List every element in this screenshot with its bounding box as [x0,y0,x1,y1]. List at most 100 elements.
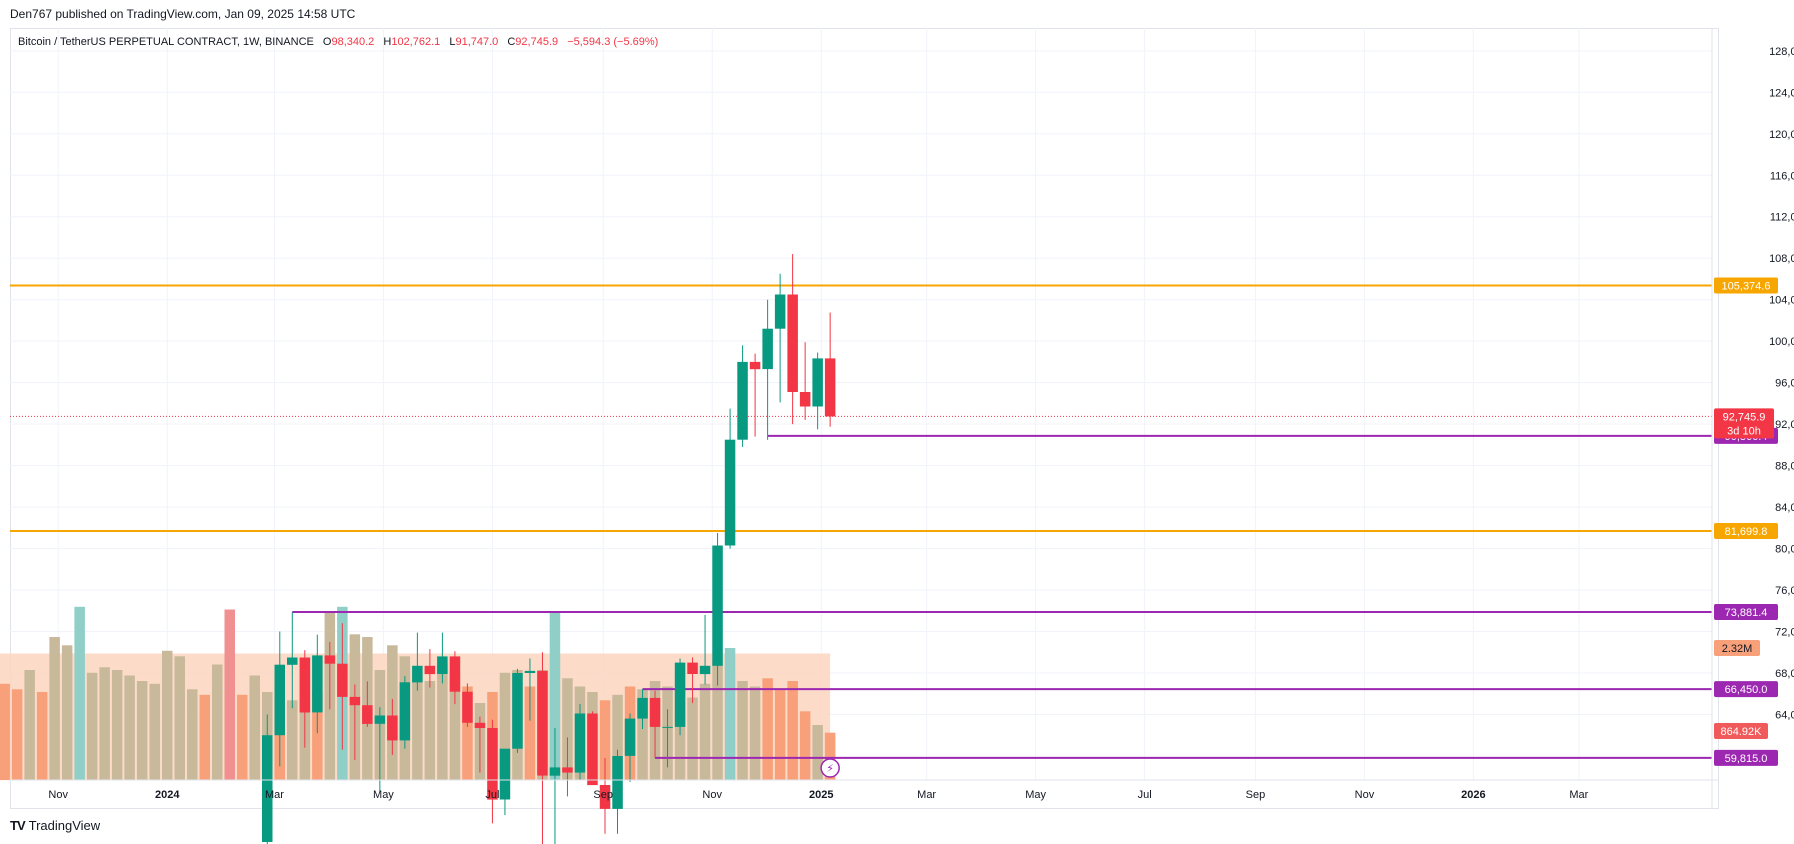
volume-bar [799,711,811,781]
volume-bar [174,656,185,781]
y-tick-label: 72,000.0 [1775,627,1794,639]
volume-last-tag [1714,723,1768,739]
volume-bar [24,670,35,780]
candle-body [299,657,311,713]
legend-symbol: Bitcoin / TetherUS PERPETUAL CONTRACT, 1… [18,36,314,48]
volume-bar [111,670,123,780]
volume-bar [549,612,561,781]
volume-bar [637,689,648,781]
legend-high-label: H [383,36,391,48]
candle-body [674,662,686,727]
candle-body [549,767,561,776]
x-tick-label: May [373,789,394,801]
y-tick-label: 108,000.0 [1769,253,1794,265]
volume-bar [162,650,173,781]
volume-bar [412,672,423,781]
volume-bar [187,689,198,781]
volume-bar [0,683,10,781]
legend-close: 92,745.9 [515,36,558,48]
tradingview-logo-icon: TV [10,818,26,833]
candle-body [599,785,611,809]
volume-bar [11,689,23,781]
y-tick-label: 100,000.0 [1769,336,1794,348]
candle-body [487,728,498,800]
volume-bar [687,697,698,780]
lightning-icon [820,758,840,778]
candle-body [762,328,773,370]
candle-body [424,665,436,675]
candle-body [687,662,698,674]
level-price-tag [1714,604,1778,621]
candle-body [337,663,348,697]
volume-bar [449,672,461,781]
candle-body [437,656,448,674]
y-tick-label: 76,000.0 [1775,585,1794,597]
volume-bar [249,675,260,780]
candle-body [612,756,623,809]
candle-body [387,715,398,741]
y-tick-label: 68,000.0 [1775,668,1794,680]
legend-high: 102,762.1 [391,36,440,48]
legend-low-label: L [449,36,455,48]
candle-body [787,294,798,392]
volume-bar [61,645,73,781]
volume-bar [86,672,98,781]
footer-brand[interactable]: TV TradingView [10,818,100,833]
volume-bar [199,694,210,781]
candle-body [412,665,423,683]
x-tick-label: Nov [702,789,722,801]
candle-body [312,655,323,713]
volume-bar [712,661,723,781]
x-tick-label: Nov [1355,789,1375,801]
candle-body [699,665,711,675]
last-price-tag [1714,408,1774,439]
candle-body [399,682,411,741]
candle-body [524,670,536,673]
volume-bar [462,686,473,780]
level-price-tag [1714,277,1778,294]
candle-body [499,748,511,800]
candle-body [449,656,461,692]
candle-body [562,767,573,773]
candle-body [712,545,723,666]
y-tick-label: 116,000.0 [1770,170,1794,182]
candle-body [374,715,386,724]
volume-bar [812,725,823,780]
level-price-label: 105,374.6 [1722,280,1771,292]
legend-change: −5,594.3 (−5.69%) [567,36,658,48]
volume-bar [74,606,85,781]
legend-close-label: C [507,36,515,48]
x-tick-label: Mar [917,789,936,801]
legend-open-label: O [323,36,332,48]
candle-body [349,696,361,706]
y-tick-label: 96,000.0 [1775,378,1794,390]
volume-bar [437,664,448,780]
y-tick-label: 124,000.0 [1769,87,1794,99]
level-price-label: 81,699.8 [1725,526,1768,538]
volume-bar [312,692,323,780]
level-price-label: 59,815.0 [1725,753,1768,765]
lightning-glyph: ⚡ [826,762,834,775]
volume-bar [699,683,711,781]
horizontal-levels [10,284,1712,759]
legend-open: 98,340.2 [331,36,374,48]
candle-body [812,358,823,407]
x-tick-label: 2024 [155,789,180,801]
volume-bar [36,692,48,780]
candle-body [474,722,486,728]
legend-low: 91,747.0 [455,36,498,48]
volume-bar [136,681,148,780]
x-tick-label: Jul [485,789,499,801]
volume-bar [424,681,436,780]
x-tick-label: Jul [1138,789,1152,801]
candle-body [262,735,273,842]
y-tick-label: 64,000.0 [1775,709,1794,721]
level-price-label: 66,450.0 [1725,684,1768,696]
volume-bar [287,700,298,781]
volume-last-label: 864.92K [1721,726,1763,738]
y-tick-label: 104,000.0 [1769,295,1794,307]
candle-body [637,697,648,719]
candle-body [287,657,298,665]
volume-bar [737,681,748,780]
